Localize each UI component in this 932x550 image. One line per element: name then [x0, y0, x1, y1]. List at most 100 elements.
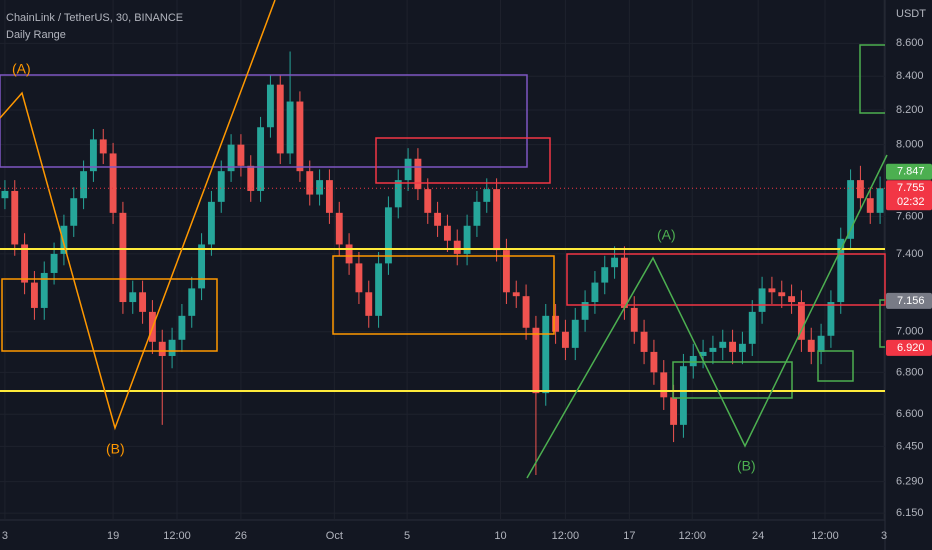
range-box [879, 299, 885, 348]
candle-body [650, 351, 658, 373]
candle-body [237, 144, 245, 166]
candle-body [748, 311, 756, 344]
candle-body [198, 244, 206, 289]
candle-body [876, 188, 884, 213]
candle-body [552, 315, 560, 332]
candle-body [601, 267, 609, 283]
candle-body [738, 343, 746, 352]
candle-body [178, 315, 186, 340]
candle-body [660, 372, 668, 398]
candle-body [70, 198, 78, 226]
x-tick-label: 12:00 [163, 530, 191, 542]
x-tick-label: 10 [494, 530, 506, 542]
x-tick-label: Oct [326, 530, 343, 542]
candle-body [414, 158, 422, 190]
candle-body [217, 171, 225, 202]
candle-body [630, 307, 638, 332]
candle-body [404, 158, 412, 181]
range-box [817, 350, 854, 382]
candle-body [512, 292, 520, 297]
candle-body [325, 180, 333, 213]
candle-body [729, 341, 737, 352]
candle-body [188, 288, 196, 316]
price-label-box [886, 180, 932, 211]
x-tick-label: 19 [107, 530, 119, 542]
candle-body [473, 201, 481, 226]
candle-body [463, 225, 471, 254]
price-label: 7.156 [897, 295, 925, 307]
y-tick-label: 8.200 [896, 104, 924, 116]
x-tick-label: 26 [235, 530, 247, 542]
candle-body [709, 347, 717, 352]
candle-body [847, 180, 855, 239]
price-label: 7.755 [897, 182, 925, 194]
range-box [332, 255, 555, 335]
range-box [566, 253, 886, 306]
candle-body [719, 341, 727, 348]
candle-body [483, 189, 491, 202]
candle-body [443, 225, 451, 241]
candle-body [345, 244, 353, 264]
y-tick-label: 6.450 [896, 440, 924, 452]
candle-body [571, 319, 579, 348]
candle-body [522, 296, 530, 328]
x-tick-label: 5 [404, 530, 410, 542]
x-tick-label: 12:00 [552, 530, 580, 542]
candle-body [394, 180, 402, 208]
x-tick-label: 17 [623, 530, 635, 542]
y-tick-label: 8.600 [896, 37, 924, 49]
candle-body [286, 101, 294, 154]
candle-body [1, 190, 9, 199]
x-tick-label: 24 [752, 530, 764, 542]
y-tick-label: 6.290 [896, 476, 924, 488]
candle-body [129, 292, 137, 303]
x-tick-label: 3 [881, 530, 887, 542]
candle-body [866, 198, 874, 213]
price-label: 7.847 [897, 166, 925, 178]
candle-body [758, 288, 766, 312]
x-tick-label: 12:00 [679, 530, 707, 542]
price-label-box [886, 292, 932, 309]
drawings [0, 0, 888, 479]
wave-label: (A) [657, 227, 676, 243]
candle-body [207, 201, 215, 245]
candle-body [788, 296, 796, 303]
candle-body [699, 351, 707, 356]
candle-body [856, 180, 864, 199]
candle-body [434, 212, 442, 226]
wave-line [0, 0, 276, 431]
candle-body [158, 341, 166, 356]
candle-body [768, 288, 776, 293]
candle-body [60, 225, 68, 254]
wave-line [526, 154, 888, 479]
y-tick-label: 6.800 [896, 366, 924, 378]
candle-body [532, 327, 540, 394]
candle-body [453, 240, 461, 254]
candle-body [119, 212, 127, 303]
wave-label: (B) [106, 441, 125, 457]
candle-body [581, 302, 589, 320]
y-unit: USDT [896, 8, 926, 20]
candle-body [797, 302, 805, 340]
y-tick-label: 7.600 [896, 210, 924, 222]
price-label: 6.920 [897, 342, 925, 354]
candle-body [316, 180, 324, 195]
candle-body [80, 171, 88, 199]
candle-body [21, 244, 29, 283]
candle-body [375, 263, 383, 316]
x-tick-label: 3 [2, 530, 8, 542]
range-box [1, 278, 218, 352]
y-tick-label: 6.150 [896, 507, 924, 519]
chart-subtitle: Daily Range [6, 29, 66, 41]
candle-body [620, 257, 628, 308]
candle-body [266, 84, 274, 128]
candle-body [542, 315, 550, 394]
candle-body [30, 282, 38, 308]
candle-body [99, 139, 107, 154]
candle-body [611, 257, 619, 268]
candle-body [168, 339, 176, 356]
candle-body [227, 144, 235, 172]
candle-body [640, 331, 648, 352]
